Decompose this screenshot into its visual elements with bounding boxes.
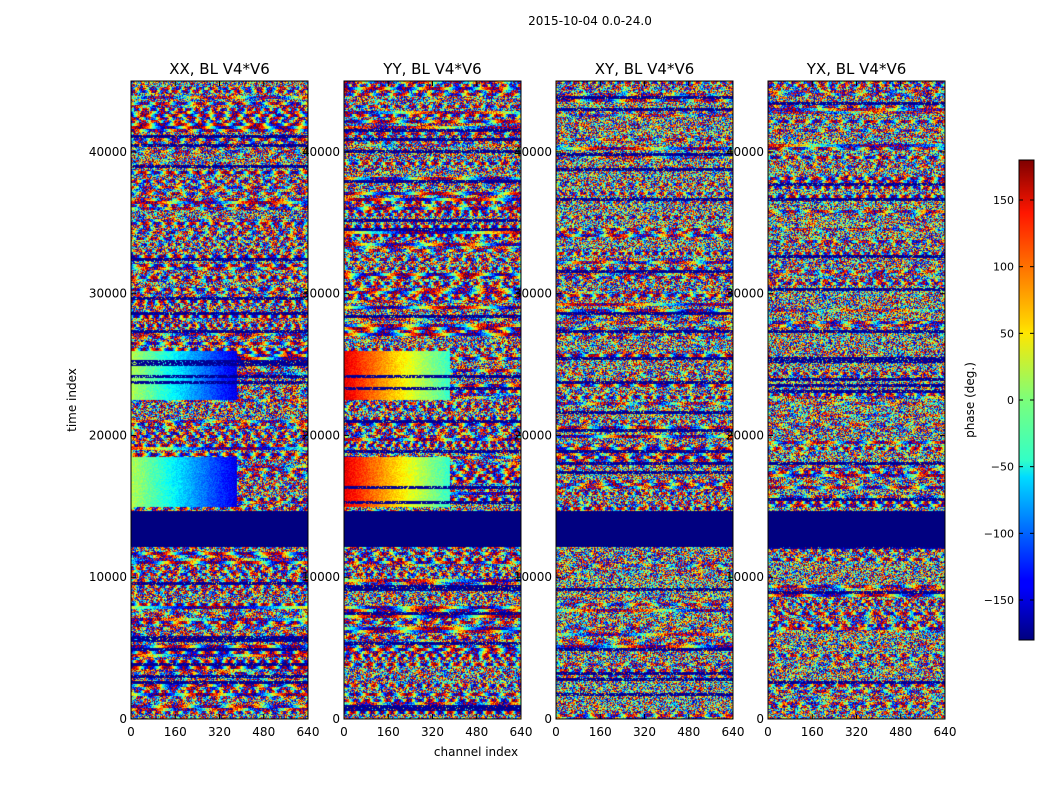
y-tick-label: 30000 [302,287,340,301]
panel-4-heatmap [768,81,945,719]
colorbar-tick-label: 0 [1007,394,1014,407]
x-tick-label: 480 [252,725,275,739]
panel-2: YY, BL V4*V6 0 160 320 480 640 0 10000 20000 3000… [302,60,533,739]
panel-1-title: XX, BL V4*V6 [169,60,270,78]
y-tick-label: 0 [544,712,552,726]
x-tick-label: 320 [421,725,444,739]
y-tick-label: 40000 [726,145,764,159]
x-tick-label: 480 [677,725,700,739]
x-tick-label: 0 [127,725,135,739]
x-tick-label: 640 [297,725,320,739]
panels-layer: XX, BL V4*V6 0 160 320 480 640 0 10000 20000 3000… [89,60,957,739]
colorbar: −150 −100 −50 0 50 100 150 [984,159,1035,641]
panel-4-title: YX, BL V4*V6 [806,60,907,78]
y-axis-label: time index [65,368,79,432]
panel-3-title: XY, BL V4*V6 [595,60,695,78]
x-tick-label: 320 [208,725,231,739]
x-tick-label: 480 [889,725,912,739]
y-tick-label: 40000 [302,145,340,159]
x-tick-label: 0 [552,725,560,739]
panel-2-title: YY, BL V4*V6 [382,60,481,78]
y-tick-label: 0 [756,712,764,726]
x-tick-label: 640 [934,725,957,739]
y-tick-label: 0 [119,712,127,726]
colorbar-tick-label: 100 [993,261,1014,274]
x-tick-label: 0 [340,725,348,739]
x-tick-label: 160 [589,725,612,739]
x-tick-label: 320 [845,725,868,739]
x-tick-label: 0 [764,725,772,739]
x-tick-label: 640 [510,725,533,739]
y-tick-label: 0 [332,712,340,726]
panel-1: XX, BL V4*V6 0 160 320 480 640 0 10000 20000 3000… [89,60,320,739]
y-tick-label: 40000 [514,145,552,159]
panel-3-heatmap [556,81,733,719]
y-tick-label: 10000 [726,570,764,584]
y-tick-label: 10000 [302,570,340,584]
x-tick-label: 160 [164,725,187,739]
x-tick-label: 320 [633,725,656,739]
y-tick-label: 10000 [89,570,127,584]
y-tick-label: 20000 [726,428,764,442]
x-axis-label: channel index [434,745,518,759]
y-tick-label: 10000 [514,570,552,584]
colorbar-label: phase (deg.) [963,362,977,438]
panel-3: XY, BL V4*V6 0 160 320 480 640 0 10000 20000 3000… [514,60,745,739]
figure-suptitle: 2015-10-04 0.0-24.0 [528,14,652,28]
x-tick-label: 160 [801,725,824,739]
colorbar-tick-label: 50 [1000,327,1014,340]
panel-1-heatmap [131,81,308,719]
colorbar-tick-label: −150 [984,594,1014,607]
panel-4: YX, BL V4*V6 0 160 320 480 640 0 10000 20000 3000… [726,60,957,739]
y-tick-label: 30000 [514,287,552,301]
y-tick-label: 20000 [89,428,127,442]
colorbar-tick-label: −100 [984,527,1014,540]
x-tick-label: 160 [377,725,400,739]
colorbar-tick-label: −50 [991,461,1014,474]
panel-2-heatmap [344,81,521,719]
y-tick-label: 20000 [514,428,552,442]
x-tick-label: 640 [722,725,745,739]
y-tick-label: 30000 [726,287,764,301]
y-tick-label: 20000 [302,428,340,442]
colorbar-tick-label: 150 [993,194,1014,207]
x-tick-label: 480 [465,725,488,739]
y-tick-label: 40000 [89,145,127,159]
y-tick-label: 30000 [89,287,127,301]
